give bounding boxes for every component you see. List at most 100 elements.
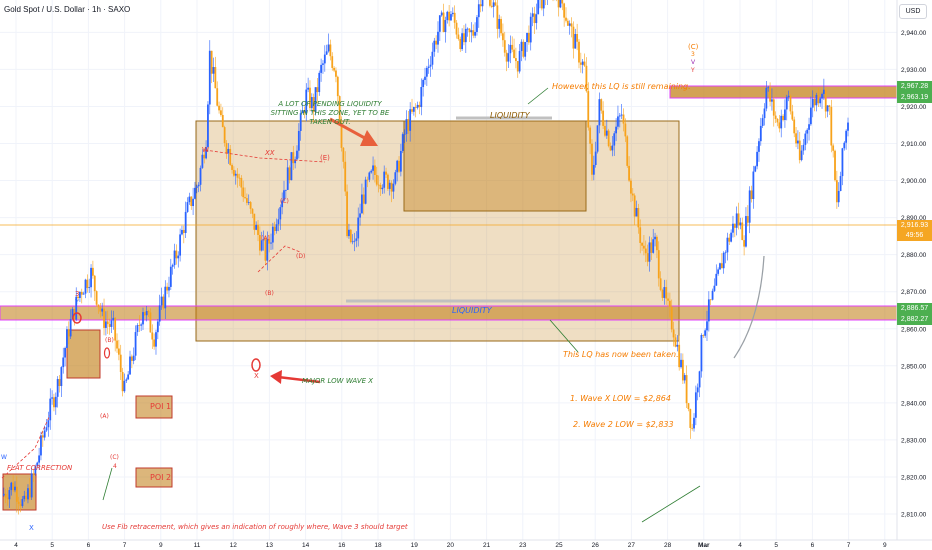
candle-body <box>657 250 660 279</box>
candle-body <box>56 379 59 397</box>
candle-body <box>399 151 402 172</box>
candle-body <box>819 98 822 104</box>
candle-body <box>242 187 245 198</box>
fib-note: Use Fib retracement, which gives an indi… <box>102 523 408 531</box>
candle-body <box>461 33 464 50</box>
candle-body <box>735 213 738 228</box>
candle-body <box>190 196 193 207</box>
candle-body <box>680 359 682 368</box>
candle-body <box>197 184 200 187</box>
candle-body <box>53 397 55 408</box>
wave-label-a-left: (A) <box>100 413 109 420</box>
y-tick-label: 2,930.00 <box>901 67 927 74</box>
candle-body <box>440 12 443 16</box>
candle-body <box>266 239 269 261</box>
candle-body <box>687 403 690 410</box>
lq-remaining-note: However, this LQ is still remaining. <box>552 82 691 91</box>
candle-body <box>140 324 143 326</box>
wave-label-a-upper: (A) <box>261 235 270 242</box>
candle-body <box>394 172 397 184</box>
candle-body <box>802 144 805 151</box>
candle-body <box>245 198 248 203</box>
candle-body <box>2 493 5 496</box>
wave-label-w: W <box>202 146 209 154</box>
candle-body <box>32 473 35 475</box>
candle-body <box>290 152 293 181</box>
candle-body <box>724 252 727 254</box>
candle-body <box>759 125 762 142</box>
candle-body <box>374 165 376 176</box>
candle-body <box>208 50 211 105</box>
candle-body <box>21 499 24 507</box>
candle-body <box>164 286 167 309</box>
candle-body <box>427 66 430 68</box>
currency-button[interactable]: USD <box>899 4 927 19</box>
candle-body <box>644 248 647 254</box>
candle-body <box>214 67 217 89</box>
candle-body <box>529 16 532 43</box>
candle-body <box>743 240 746 247</box>
candle-body <box>424 76 426 80</box>
y-tick-label: 2,860.00 <box>901 326 927 333</box>
candle-body <box>594 151 597 165</box>
candle-body <box>761 118 764 126</box>
candle-body <box>668 300 671 307</box>
candle-body <box>286 167 289 190</box>
candle-body <box>511 44 514 50</box>
green-arrow-left <box>102 467 113 501</box>
candle-body <box>448 11 451 21</box>
candle-body <box>830 106 833 146</box>
candle-body <box>459 38 462 50</box>
candle-body <box>336 76 339 97</box>
lq-taken-note: This LQ has now been taken. <box>563 350 679 359</box>
candle-body <box>168 286 170 291</box>
candle-body <box>303 110 306 113</box>
red-arrow-x <box>277 375 321 384</box>
candle-body <box>711 290 714 300</box>
wave-label-b-upper: (B) <box>265 290 274 297</box>
candle-body <box>181 229 183 235</box>
poi1-label: POI 1 <box>150 402 172 411</box>
candle-body <box>535 14 538 24</box>
wave-path-dashed <box>204 149 326 163</box>
wave-label-c-left: (C) <box>110 454 119 461</box>
x-tick-label: 19 <box>411 542 419 549</box>
x-tick-label: 6 <box>87 542 91 549</box>
candle-body <box>643 245 645 249</box>
candle-body <box>513 49 515 59</box>
candle-body <box>401 134 404 152</box>
candle-body <box>75 296 78 320</box>
candle-body <box>173 250 176 266</box>
candle-body <box>331 56 334 68</box>
y-tick-label: 2,910.00 <box>901 141 927 148</box>
wave-label-y-top: Y <box>691 67 695 74</box>
green-arrow-bottom <box>641 485 701 523</box>
candle-body <box>25 495 28 500</box>
candle-body <box>845 130 848 143</box>
candle-body <box>620 114 623 116</box>
candle-body <box>231 164 233 170</box>
candle-body <box>591 143 593 175</box>
candle-body <box>709 299 712 301</box>
candle-body <box>51 397 53 399</box>
candle-body <box>54 396 57 408</box>
candle-body <box>789 95 792 112</box>
candle-body <box>568 23 571 26</box>
candle-body <box>466 28 469 30</box>
candle-body <box>90 267 92 288</box>
poi2-box <box>135 467 173 488</box>
candle-body <box>14 486 16 491</box>
candle-body <box>774 115 777 120</box>
candle-body <box>457 34 460 39</box>
candle-body <box>821 93 823 99</box>
x-tick-label: 11 <box>194 542 201 549</box>
candle-body <box>381 187 384 190</box>
candle-body <box>80 291 83 295</box>
major-low-marker <box>251 358 261 372</box>
candle-body <box>19 503 22 507</box>
candle-body <box>361 194 363 214</box>
candle-body <box>607 130 610 147</box>
wave-label-x-low: X <box>29 524 34 532</box>
candle-body <box>566 20 569 26</box>
candle-body <box>262 239 265 241</box>
